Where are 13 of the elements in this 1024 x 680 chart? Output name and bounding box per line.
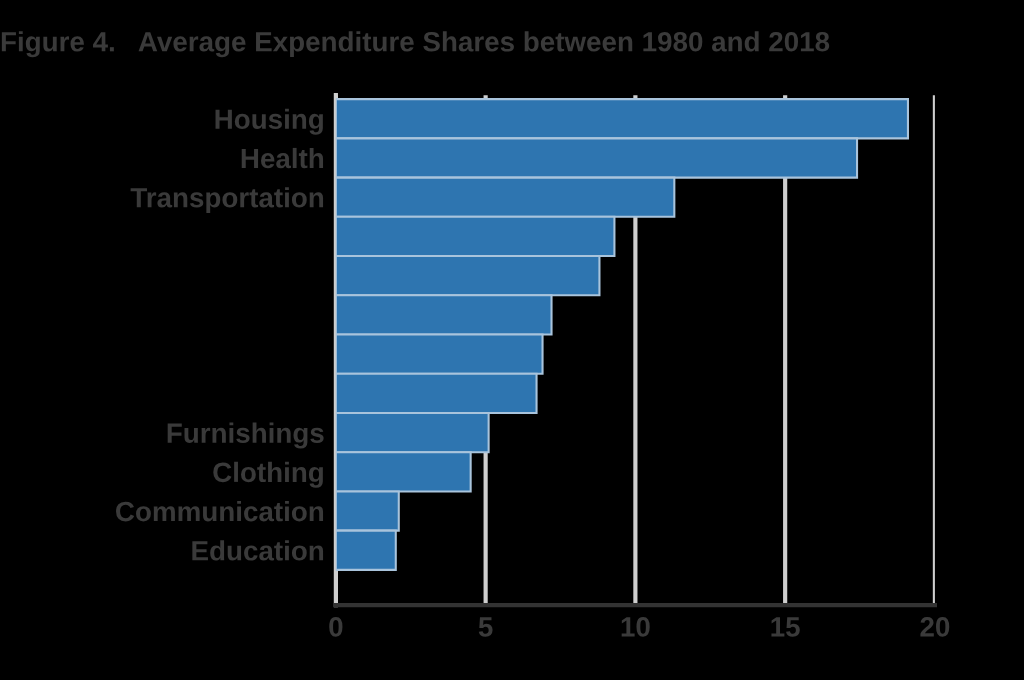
y-tick-label: Education [192,540,324,561]
x-tick-label: 15 [771,617,800,637]
x-tick-label: 10 [621,617,650,637]
x-tick-label: 5 [478,617,493,637]
y-tick-label: Health [241,147,324,169]
x-tick-label: 20 [920,617,950,637]
y-tick-label: Housing [215,108,323,135]
y-tick-label: Furnishings [167,422,324,449]
chart-title: Figure 4. Average Expenditure Shares between 1980 and 2018 [1,31,830,58]
x-tick-label: 0 [329,617,343,637]
y-tick-label: Clothing [213,461,323,488]
y-tick-label: Transportation [130,187,324,214]
y-tick-label: Communication [116,500,324,522]
